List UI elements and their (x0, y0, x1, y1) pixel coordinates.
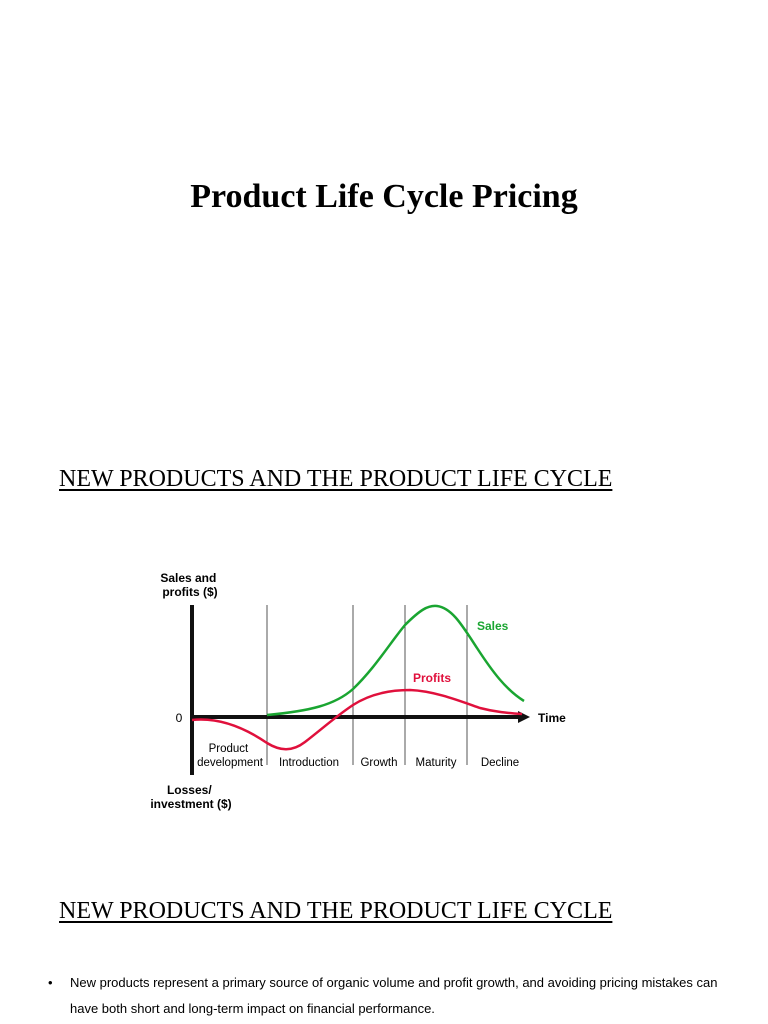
stage-label-maturity: Maturity (416, 757, 457, 769)
stage-label-growth: Growth (360, 757, 397, 769)
stage-label-decline: Decline (481, 757, 519, 769)
bullet-text: New products represent a primary source … (70, 975, 718, 1016)
sales-curve (266, 604, 525, 717)
bullet-item: • New products represent a primary sourc… (46, 970, 726, 1022)
section-heading: NEW PRODUCTS AND THE PRODUCT LIFE CYCLE (59, 466, 613, 492)
bullet-marker: • (48, 975, 53, 990)
x-axis-label: Time (538, 711, 566, 725)
profits-curve (191, 688, 523, 751)
zero-label: 0 (176, 711, 183, 725)
stage-label-product-development: Product development (197, 743, 264, 769)
page-title: Product Life Cycle Pricing (190, 178, 578, 215)
y-axis-label-bottom: Losses/ investment ($) (150, 783, 231, 811)
section-heading: NEW PRODUCTS AND THE PRODUCT LIFE CYCLE (59, 898, 613, 924)
bullet-list: • New products represent a primary sourc… (46, 970, 726, 1022)
stage-label-introduction: Introduction (279, 757, 339, 769)
y-axis-label-top: Sales and profits ($) (160, 571, 219, 599)
profits-label: Profits (413, 671, 451, 685)
product-life-cycle-figure: Sales and profits ($) Losses/ investment… (150, 571, 566, 811)
sales-label: Sales (477, 619, 509, 633)
